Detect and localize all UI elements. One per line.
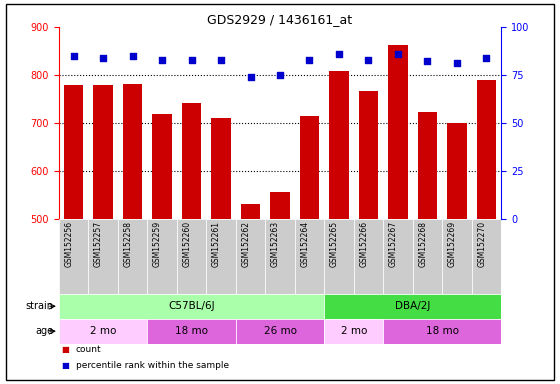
Bar — [88, 219, 118, 294]
Text: GSM152261: GSM152261 — [212, 221, 221, 267]
Bar — [94, 86, 113, 384]
Bar — [329, 71, 348, 384]
Text: ■: ■ — [62, 345, 69, 354]
Bar — [123, 84, 142, 384]
Point — [69, 53, 78, 59]
Text: GSM152262: GSM152262 — [241, 221, 250, 267]
Point — [334, 51, 343, 57]
Bar — [241, 205, 260, 384]
Bar — [182, 103, 201, 384]
Bar — [359, 91, 378, 384]
Bar — [354, 219, 383, 294]
Text: GSM152257: GSM152257 — [94, 221, 103, 267]
Bar — [442, 219, 472, 294]
Bar — [236, 319, 324, 344]
Bar — [472, 219, 501, 294]
Point — [394, 51, 403, 57]
Point — [217, 56, 226, 63]
Text: ■: ■ — [62, 361, 69, 370]
Text: GSM152258: GSM152258 — [124, 221, 133, 267]
Text: C57BL/6J: C57BL/6J — [168, 301, 215, 311]
Text: percentile rank within the sample: percentile rank within the sample — [76, 361, 228, 370]
Point — [423, 58, 432, 65]
Bar — [383, 219, 413, 294]
Bar — [324, 294, 501, 319]
Text: GSM152269: GSM152269 — [448, 221, 457, 267]
Text: GSM152267: GSM152267 — [389, 221, 398, 267]
Bar — [418, 112, 437, 384]
Text: count: count — [76, 345, 101, 354]
Text: GSM152265: GSM152265 — [330, 221, 339, 267]
Bar — [265, 219, 295, 294]
Title: GDS2929 / 1436161_at: GDS2929 / 1436161_at — [207, 13, 353, 26]
Bar — [59, 294, 324, 319]
Bar — [389, 45, 408, 384]
Point — [246, 74, 255, 80]
Bar — [206, 219, 236, 294]
Bar — [383, 319, 501, 344]
Text: 18 mo: 18 mo — [426, 326, 459, 336]
Text: age: age — [35, 326, 53, 336]
Text: 2 mo: 2 mo — [90, 326, 116, 336]
Point — [452, 60, 461, 66]
Bar — [59, 319, 147, 344]
Bar — [212, 118, 231, 384]
Text: 2 mo: 2 mo — [340, 326, 367, 336]
Bar — [270, 192, 290, 384]
Text: strain: strain — [25, 301, 53, 311]
Text: 18 mo: 18 mo — [175, 326, 208, 336]
Text: DBA/2J: DBA/2J — [395, 301, 431, 311]
Bar — [59, 219, 88, 294]
Bar — [152, 114, 171, 384]
Text: GSM152259: GSM152259 — [153, 221, 162, 267]
Point — [305, 56, 314, 63]
Text: GSM152264: GSM152264 — [301, 221, 310, 267]
Point — [99, 55, 108, 61]
Bar — [147, 319, 236, 344]
Point — [482, 55, 491, 61]
Point — [187, 56, 196, 63]
Text: GSM152266: GSM152266 — [360, 221, 368, 267]
Bar — [413, 219, 442, 294]
Bar — [324, 319, 383, 344]
Bar — [64, 86, 83, 384]
Point — [128, 53, 137, 59]
Point — [364, 56, 373, 63]
Bar — [324, 219, 354, 294]
Bar — [477, 80, 496, 384]
Bar — [236, 219, 265, 294]
Bar — [295, 219, 324, 294]
Bar — [447, 123, 466, 384]
Text: GSM152268: GSM152268 — [418, 221, 427, 267]
Bar — [300, 116, 319, 384]
Bar — [118, 219, 147, 294]
Bar — [177, 219, 206, 294]
Point — [157, 56, 166, 63]
Text: GSM152260: GSM152260 — [183, 221, 192, 267]
Text: GSM152270: GSM152270 — [478, 221, 487, 267]
Text: GSM152263: GSM152263 — [271, 221, 280, 267]
Bar — [147, 219, 177, 294]
Text: 26 mo: 26 mo — [264, 326, 296, 336]
Point — [276, 72, 284, 78]
Text: GSM152256: GSM152256 — [64, 221, 73, 267]
